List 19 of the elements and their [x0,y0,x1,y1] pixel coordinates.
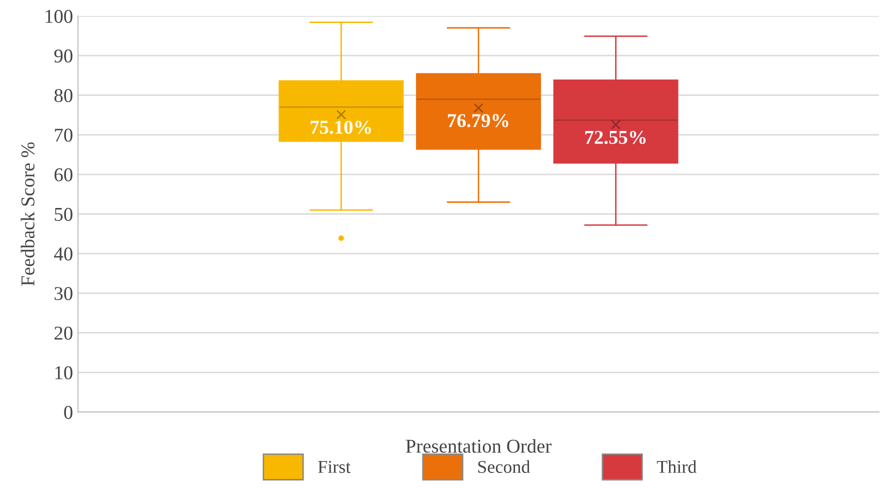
y-tick-label: 80 [54,89,72,102]
y-tick-label: 50 [54,208,72,221]
text: 75.10% [310,120,371,134]
y-tick-label: 40 [54,247,72,261]
y-tick-label: 70 [54,128,72,142]
y-tick-label: 60 [54,168,72,182]
y-tick-label: 0 [64,406,72,419]
legend-label: Second [478,460,530,473]
text: 76.79% [448,114,508,128]
y-axis-title: Feedback Score % [20,142,35,286]
y-tick-label: 30 [54,287,72,300]
y-tick-label: 20 [54,326,72,340]
y-tick-label: 10 [55,366,72,380]
y-tick-label: 90 [54,49,72,63]
x-axis-title: Presentation Order [406,439,552,453]
text: 72.55% [585,130,646,144]
y-tick-label: 100 [46,10,72,23]
legend-label: Third [656,460,697,473]
legend-label: First [318,460,351,473]
